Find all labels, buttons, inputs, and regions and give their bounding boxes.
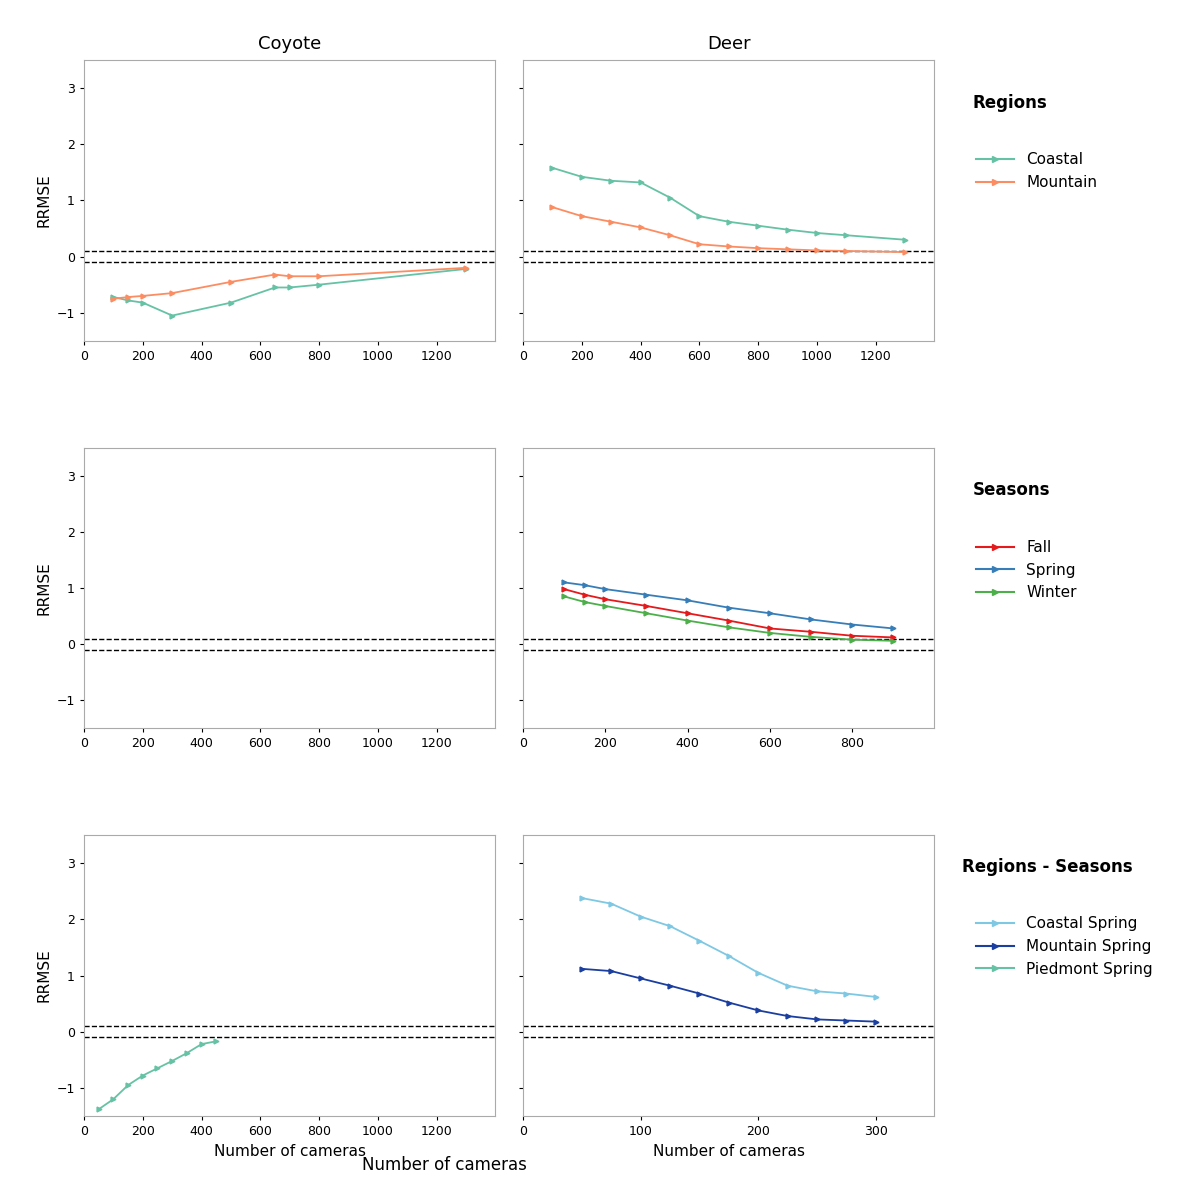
- Y-axis label: RRMSE: RRMSE: [36, 174, 52, 227]
- Title: Coyote: Coyote: [258, 35, 322, 53]
- Title: Deer: Deer: [707, 35, 750, 53]
- X-axis label: Number of cameras: Number of cameras: [214, 1144, 366, 1158]
- Text: Number of cameras: Number of cameras: [361, 1156, 527, 1174]
- Y-axis label: RRMSE: RRMSE: [36, 949, 52, 1002]
- Text: Regions: Regions: [973, 94, 1048, 112]
- Legend: Fall, Spring, Winter: Fall, Spring, Winter: [970, 534, 1082, 606]
- Legend: Coastal Spring, Mountain Spring, Piedmont Spring: Coastal Spring, Mountain Spring, Piedmon…: [970, 910, 1159, 983]
- Text: Regions - Seasons: Regions - Seasons: [962, 858, 1133, 876]
- Text: Seasons: Seasons: [973, 481, 1050, 499]
- Legend: Coastal, Mountain: Coastal, Mountain: [970, 146, 1103, 196]
- Y-axis label: RRMSE: RRMSE: [36, 562, 52, 614]
- X-axis label: Number of cameras: Number of cameras: [653, 1144, 805, 1158]
